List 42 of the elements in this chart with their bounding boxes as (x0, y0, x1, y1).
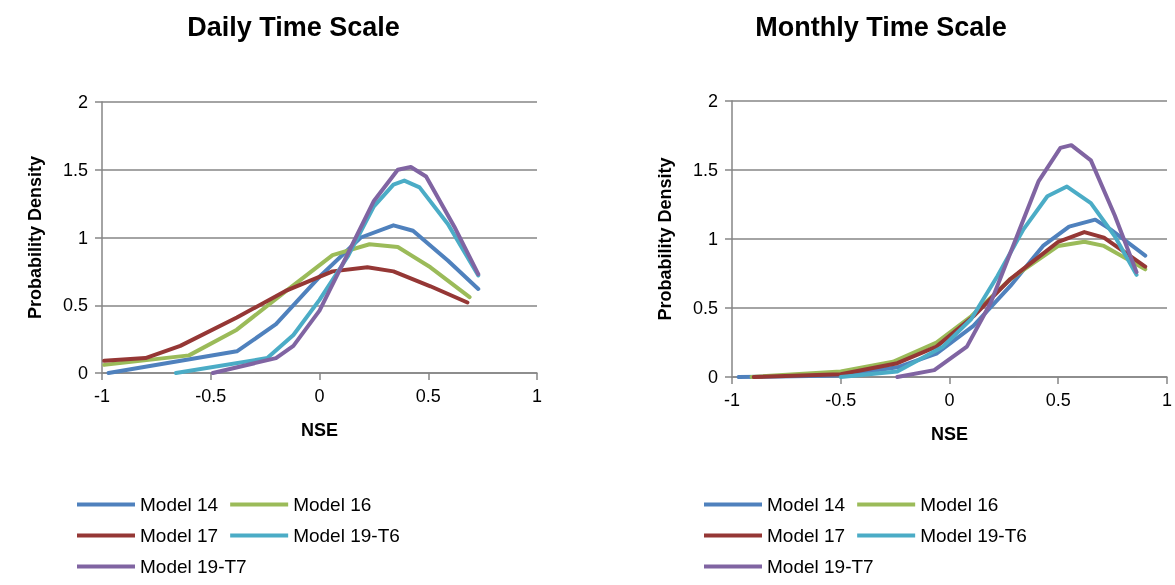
chart-title: Daily Time Scale (187, 11, 400, 42)
y-tick-label: 2 (707, 91, 718, 111)
x-tick-label: 0 (944, 390, 955, 410)
legend-label: Model 16 (920, 494, 999, 515)
legend-label: Model 19-T6 (293, 525, 400, 546)
legend-label: Model 16 (293, 494, 372, 515)
y-tick-label: 1 (707, 229, 718, 249)
line-series (106, 223, 481, 375)
legend-label: Model 19-T7 (767, 556, 874, 577)
y-tick-label: 1.5 (62, 159, 88, 180)
x-tick-label: -0.5 (825, 390, 857, 410)
x-tick-label: -1 (723, 390, 741, 410)
x-tick-label: 1 (531, 386, 543, 406)
line-series (102, 265, 470, 363)
y-axis-title: Probability Density (25, 155, 45, 320)
legend-label: Model 19-T6 (920, 525, 1027, 546)
y-tick-label: 1 (77, 227, 88, 248)
line-series (895, 143, 1139, 379)
x-tick-label: 1 (1161, 390, 1172, 410)
line-series (102, 242, 472, 367)
x-tick-label: -0.5 (195, 386, 227, 406)
legend-label: Model 19-T7 (140, 556, 247, 577)
legend-label: Model 14 (767, 494, 846, 515)
line-series (210, 165, 481, 375)
x-tick-label: 0.5 (1045, 390, 1071, 410)
x-axis-title: NSE (930, 424, 969, 444)
legend-label: Model 17 (767, 525, 846, 546)
y-tick-label: 1.5 (692, 160, 718, 180)
chart-title: Monthly Time Scale (755, 11, 1007, 42)
y-axis-title: Probability Density (655, 157, 675, 321)
y-tick-label: 0 (707, 367, 718, 387)
line-series (838, 184, 1139, 379)
legend-label: Model 17 (140, 525, 219, 546)
y-tick-label: 0.5 (62, 295, 88, 316)
y-tick-label: 0 (77, 363, 88, 383)
x-axis-title: NSE (300, 420, 339, 440)
x-tick-label: -1 (93, 386, 111, 406)
x-tick-label: 0 (314, 386, 325, 406)
y-tick-label: 0.5 (692, 298, 718, 318)
legend-label: Model 14 (140, 494, 219, 515)
y-tick-label: 2 (77, 92, 88, 112)
x-tick-label: 0.5 (415, 386, 441, 406)
